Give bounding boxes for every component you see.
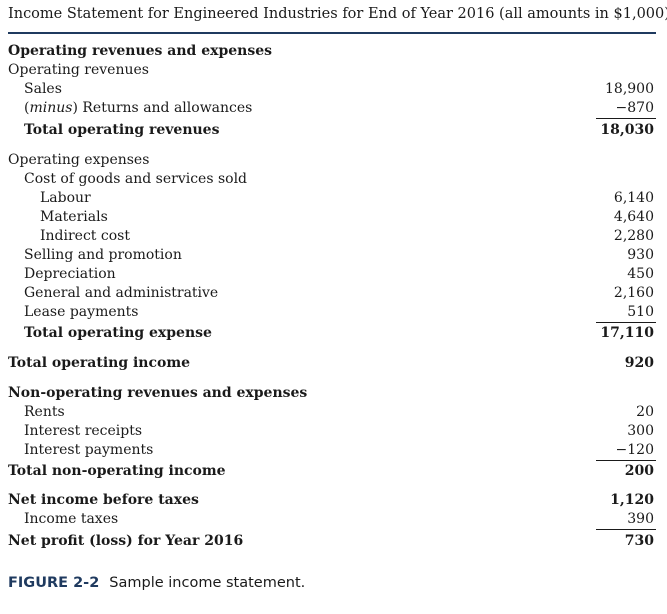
figure-number: FIGURE 2-2 [8,575,100,591]
title-rule [8,32,656,34]
subtotal-rule [596,118,656,119]
subtotal-rule [596,460,656,461]
total-operating-expense-row: Total operating expense 17,110 [24,325,654,341]
line-item-labour: Labour 6,140 [40,190,654,206]
caption-text: Sample income statement. [109,575,306,591]
line-item-rents: Rents 20 [24,404,654,420]
non-operating-heading-row: Non-operating revenues and expenses [8,384,656,403]
line-item-income-taxes: Income taxes 390 [8,510,656,530]
section-heading: Non-operating revenues and expenses [8,385,308,401]
cogs-heading-row: Cost of goods and services sold [24,171,248,187]
line-item-indirect: Indirect cost 2,280 [40,228,654,244]
line-item-selling: Selling and promotion 930 [24,247,654,263]
subsection-heading: Operating expenses [8,152,150,168]
net-income-before-taxes-row: Net income before taxes 1,120 [8,492,654,508]
italic-minus: minus [29,100,73,116]
total-operating-revenues-row: Total operating revenues 18,030 [24,122,654,138]
net-profit-row: Net profit (loss) for Year 2016 730 [8,533,654,549]
total-non-operating-row: Total non-operating income 200 [8,463,654,479]
statement-title: Income Statement for Engineered Industri… [8,6,667,22]
line-item-returns: (minus) Returns and allowances −870 [8,99,656,119]
line-item-interest-payments: Interest payments −120 [8,441,656,461]
revenues-heading-row: Operating revenues [8,61,656,80]
section-heading: Operating revenues and expenses [8,43,273,59]
subtotal-rule [596,529,656,530]
expenses-heading-row: Operating expenses [8,151,656,170]
line-item-interest-receipts: Interest receipts 300 [24,423,654,439]
line-item-sales: Sales 18,900 [24,81,654,97]
subsection-heading: Operating revenues [8,62,149,78]
line-item-lease: Lease payments 510 [8,303,656,323]
line-item-general: General and administrative 2,160 [24,285,654,301]
line-item-depreciation: Depreciation 450 [24,266,654,282]
line-item-materials: Materials 4,640 [40,209,654,225]
figure-caption: FIGURE 2-2 Sample income statement. [8,575,305,591]
operating-heading-row: Operating revenues and expenses [8,42,656,61]
total-operating-income-row: Total operating income 920 [8,355,654,371]
subtotal-rule [596,322,656,323]
